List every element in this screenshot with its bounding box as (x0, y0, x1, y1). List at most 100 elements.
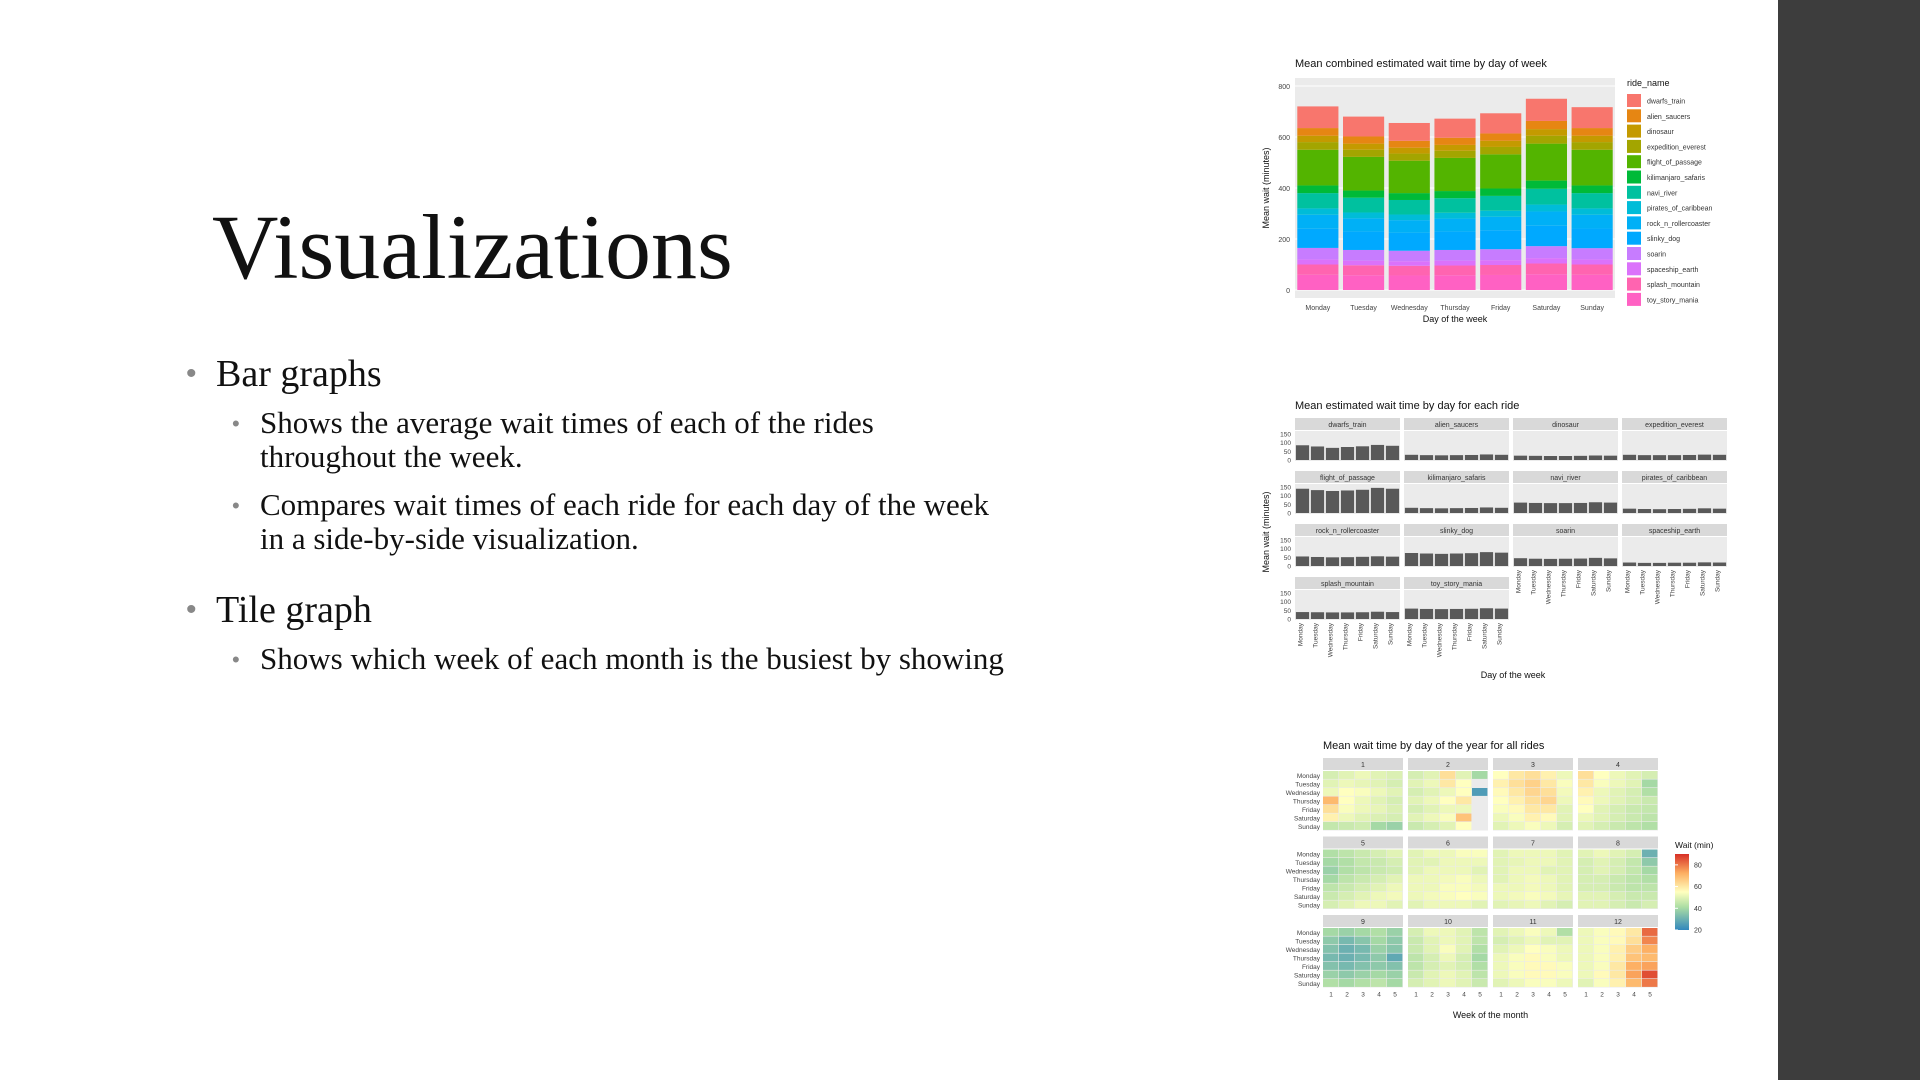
facet-bar (1385, 445, 1400, 460)
facet-bar (1558, 558, 1573, 566)
x-tick-label: Tuesday (1313, 622, 1320, 647)
heat-tile (1387, 805, 1403, 813)
facet-bar (1652, 509, 1667, 513)
y-tick-label: Sunday (1298, 903, 1321, 910)
heat-tile (1323, 796, 1339, 805)
facet-strip (1295, 418, 1400, 430)
y-tick-label: 150 (1280, 485, 1291, 492)
heat-tile (1424, 813, 1440, 822)
heat-tile (1493, 788, 1509, 796)
bar-segment (1434, 137, 1476, 145)
legend-tick-label: 80 (1694, 862, 1702, 869)
y-tick-label: Wednesday (1286, 790, 1321, 797)
heat-tile (1626, 892, 1642, 900)
bar-segment (1434, 150, 1476, 158)
heat-tile (1525, 900, 1541, 909)
legend-label: expedition_everest (1647, 144, 1706, 151)
heat-tile (1456, 883, 1472, 892)
heat-tile (1408, 788, 1424, 796)
heat-tile (1408, 875, 1424, 883)
heat-tile (1371, 875, 1387, 883)
x-tick-label: 3 (1446, 992, 1450, 999)
heat-tile (1424, 900, 1440, 909)
bar-segment (1480, 260, 1522, 266)
heat-tile (1323, 875, 1339, 883)
bar-segment (1343, 260, 1385, 266)
heat-tile (1525, 928, 1541, 936)
bar-segment (1343, 197, 1385, 213)
bar-segment (1297, 214, 1339, 229)
heat-tile (1371, 928, 1387, 936)
legend-title: ride_name (1627, 78, 1670, 88)
legend-label: spaceship_earth (1647, 267, 1698, 274)
heat-tile (1387, 945, 1403, 953)
legend-swatch (1627, 277, 1641, 291)
heat-tile (1594, 979, 1610, 987)
heat-tile (1541, 849, 1557, 858)
heat-tile (1456, 813, 1472, 822)
heat-tile (1493, 900, 1509, 909)
facet-bar (1603, 558, 1618, 566)
bar-segment (1297, 142, 1339, 150)
heat-tile (1371, 822, 1387, 830)
heat-tile (1440, 866, 1456, 875)
heat-tile (1456, 858, 1472, 866)
legend-swatch (1627, 262, 1641, 276)
heat-tile (1355, 970, 1371, 979)
x-tick-label: Thursday (1670, 569, 1677, 597)
x-tick-label: Wednesday (1391, 305, 1428, 312)
heat-tile (1424, 805, 1440, 813)
bar-segment (1480, 146, 1522, 155)
heat-tile (1323, 779, 1339, 788)
facet-bar (1697, 562, 1712, 566)
x-tick-label: Monday (1625, 569, 1632, 593)
bar-segment (1388, 214, 1430, 221)
heat-tile (1642, 928, 1658, 936)
sub-bullet-line: Shows which week of each month is the bu… (260, 641, 1004, 676)
y-tick-label: 0 (1287, 458, 1291, 465)
bar-segment (1343, 231, 1385, 250)
bar-segment (1388, 232, 1430, 251)
heat-tile (1440, 822, 1456, 830)
y-tick-label: 0 (1286, 288, 1290, 295)
heat-tile (1355, 953, 1371, 962)
facet-label: rock_n_rollercoaster (1316, 528, 1380, 535)
legend-colorbar (1675, 854, 1689, 930)
heat-tile (1525, 979, 1541, 987)
legend-label: pirates_of_caribbean (1647, 206, 1712, 213)
facet-label: toy_story_mania (1431, 581, 1482, 588)
heat-tile (1541, 962, 1557, 970)
heat-tile (1578, 962, 1594, 970)
heat-tile (1610, 979, 1626, 987)
legend-tick-label: 40 (1694, 906, 1702, 913)
heat-tile (1355, 849, 1371, 858)
x-tick-label: Saturday (1532, 305, 1561, 312)
facet-strip (1513, 471, 1618, 483)
facet-strip (1404, 524, 1509, 536)
heat-tile (1541, 822, 1557, 830)
heat-tile (1387, 849, 1403, 858)
heat-tile (1424, 970, 1440, 979)
heat-tile (1557, 822, 1573, 830)
bar-segment (1343, 265, 1385, 276)
heat-tile (1339, 805, 1355, 813)
heat-tile (1509, 805, 1525, 813)
heat-tile (1610, 945, 1626, 953)
x-tick-label: 5 (1478, 992, 1482, 999)
facet-bar (1494, 507, 1509, 513)
heat-tile (1610, 813, 1626, 822)
heat-tile (1626, 928, 1642, 936)
heat-tile (1509, 796, 1525, 805)
heat-tile (1557, 866, 1573, 875)
bar-segment (1525, 246, 1567, 259)
facet-bar (1340, 612, 1355, 619)
heat-tile (1440, 936, 1456, 945)
facet-bar (1449, 508, 1464, 513)
heat-tile (1525, 849, 1541, 858)
legend-label: alien_saucers (1647, 114, 1691, 121)
heat-tile (1509, 788, 1525, 796)
y-tick-label: 50 (1284, 502, 1292, 509)
heat-tile (1626, 788, 1642, 796)
heat-tile (1578, 979, 1594, 987)
facet-bar (1325, 557, 1340, 566)
